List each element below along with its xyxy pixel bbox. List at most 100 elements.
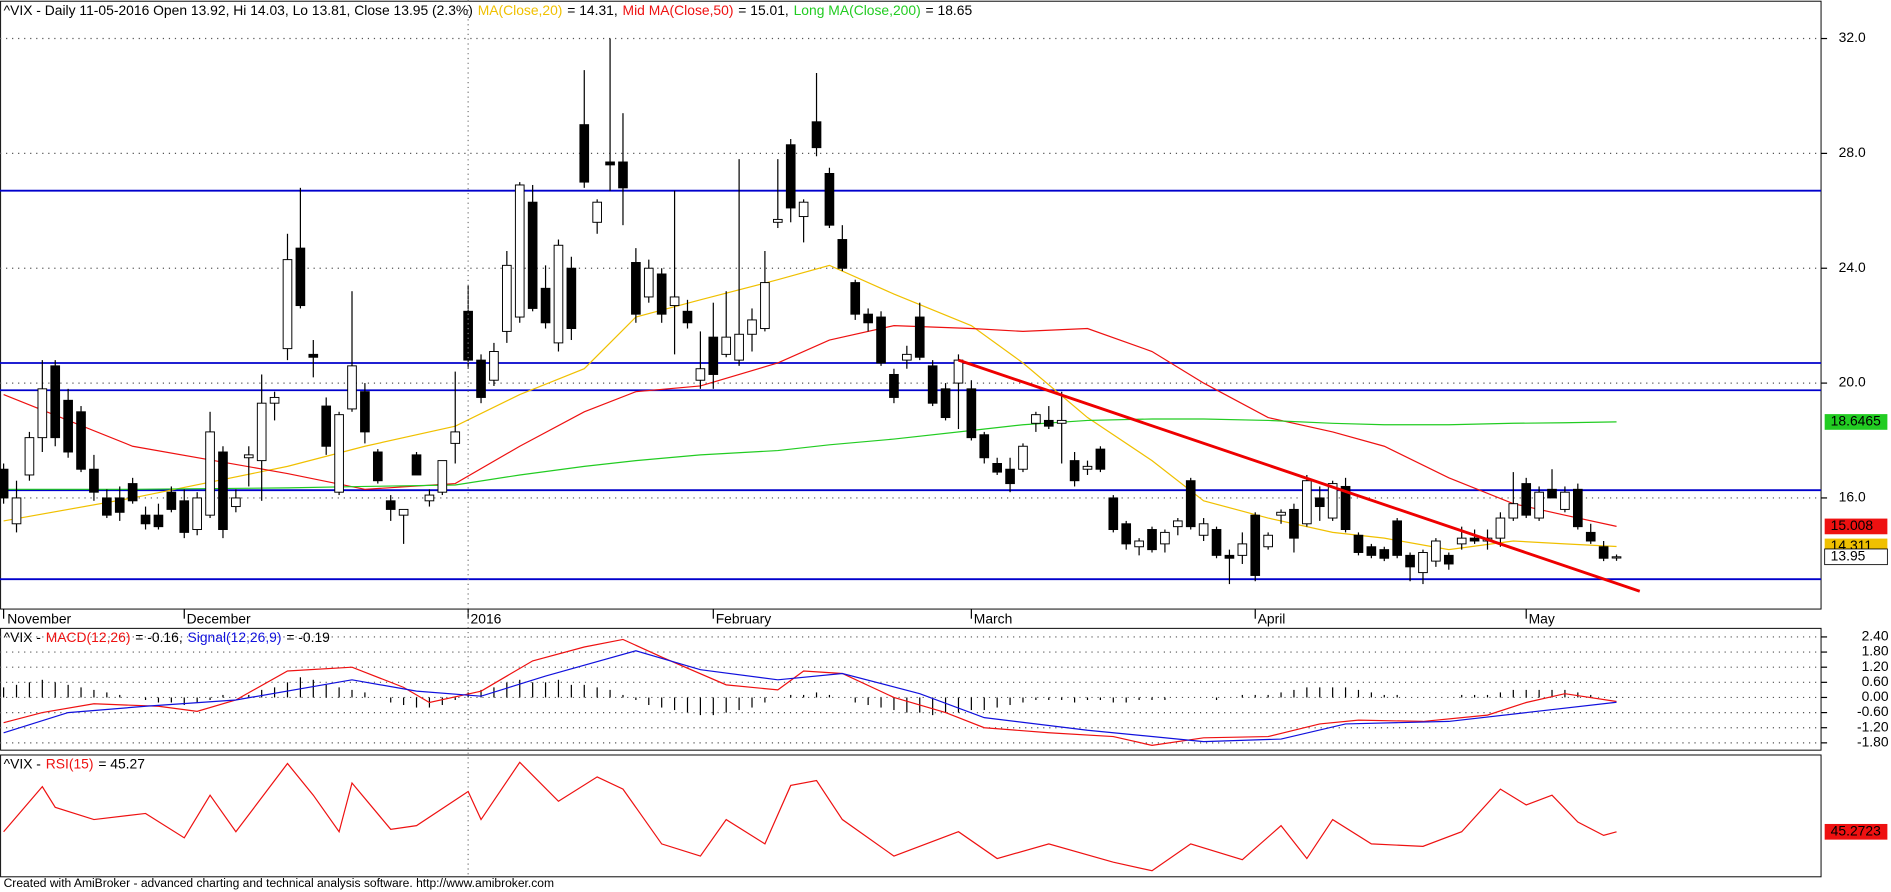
candle-body	[785, 144, 796, 209]
indicator-line	[3, 761, 1617, 872]
value-box	[1824, 823, 1888, 840]
candle-body	[269, 396, 280, 404]
candle-body	[837, 239, 848, 269]
candle-body	[747, 319, 757, 335]
candle-body	[940, 388, 951, 419]
title-part: Long MA(Close,200)	[794, 2, 921, 18]
candle-body	[669, 296, 680, 307]
candle-body	[489, 351, 499, 381]
candle-body	[127, 483, 138, 502]
candle-body	[811, 121, 822, 149]
candle-body	[63, 399, 73, 453]
candle-body	[1534, 491, 1544, 519]
candle-body	[592, 201, 602, 223]
value-box-label: 45.2723	[1831, 822, 1881, 838]
candle-body	[734, 333, 744, 361]
y-tick-label: -1.80	[1857, 734, 1889, 750]
title-part: = -0.16,	[135, 629, 182, 645]
candle-body	[1314, 497, 1325, 508]
candle-body	[682, 310, 693, 324]
candle-body	[1043, 419, 1054, 427]
candle-body	[540, 287, 551, 324]
title-part: ^VIX - Daily 11-05-2016 Open 13.92, Hi 1…	[4, 2, 473, 18]
candle-body	[102, 497, 112, 516]
pane-title: ^VIX - MACD(12,26) = -0.16, Signal(12,26,9)…	[4, 629, 331, 645]
y-tick-label: 32.0	[1839, 29, 1866, 45]
y-tick-label: 1.20	[1862, 658, 1889, 674]
candle-body	[1031, 414, 1041, 424]
candle-body	[579, 124, 590, 183]
x-tick-label: December	[187, 611, 251, 627]
candle-body	[966, 388, 977, 439]
candle-body	[514, 184, 525, 318]
title-part: MA(Close,20)	[478, 2, 563, 18]
title-part: MACD(12,26)	[46, 629, 131, 645]
candle-body	[50, 365, 61, 439]
candle-body	[1379, 549, 1390, 559]
pane-title: ^VIX - RSI(15) = 45.27	[4, 755, 146, 771]
candle-body	[721, 336, 732, 355]
y-tick-label: -0.60	[1857, 703, 1889, 719]
candle-body	[424, 494, 435, 502]
candle-body	[1276, 511, 1286, 516]
candle-body	[1327, 483, 1338, 519]
pane-frame	[0, 754, 1822, 878]
candle-body	[166, 491, 177, 510]
candle-body	[1340, 485, 1351, 531]
title-part: Mid MA(Close,50)	[623, 2, 734, 18]
pane-title: ^VIX - Daily 11-05-2016 Open 13.92, Hi 1…	[4, 2, 973, 18]
candle-body	[89, 468, 99, 493]
candle-body	[1508, 503, 1519, 519]
candle-body	[1095, 448, 1106, 470]
value-box	[1824, 414, 1888, 430]
x-tick-label: March	[974, 611, 1013, 627]
pane-frame	[0, 627, 1822, 751]
candle-body	[256, 402, 267, 462]
candle-body	[1056, 419, 1067, 424]
candle-body	[553, 244, 564, 344]
title-part: = 18.65	[926, 2, 973, 18]
y-tick-label: 28.0	[1839, 144, 1866, 160]
value-box-label: 15.008	[1831, 517, 1874, 533]
y-tick-label: 24.0	[1839, 259, 1866, 275]
candle-body	[450, 431, 461, 444]
value-box	[1824, 518, 1888, 535]
title-part: ^VIX -	[4, 755, 41, 771]
candle-body	[876, 316, 886, 364]
candle-body	[140, 514, 151, 525]
candle-body	[1392, 520, 1403, 556]
candle-body	[334, 414, 344, 493]
candle-body	[1405, 554, 1415, 568]
candle-body	[824, 173, 835, 226]
y-tick-label: 0.60	[1862, 673, 1889, 689]
candle-body	[1598, 546, 1609, 559]
candle-body	[1211, 529, 1222, 556]
candle-body	[1560, 491, 1570, 510]
candle-body	[760, 282, 770, 330]
candle-body	[1418, 552, 1428, 574]
candle-body	[708, 336, 719, 375]
candle-body	[502, 264, 512, 332]
candle-body	[347, 365, 357, 410]
y-tick-label: -1.20	[1857, 718, 1889, 734]
candle-body	[1547, 488, 1557, 499]
candle-body	[656, 273, 667, 315]
candle-body	[1572, 488, 1583, 528]
candle-body	[437, 460, 448, 493]
candle-body	[24, 437, 35, 476]
candle-body	[218, 451, 228, 531]
candle-body	[1585, 531, 1596, 542]
candle-body	[308, 353, 319, 358]
candle-body	[695, 368, 706, 381]
candle-body	[527, 201, 538, 309]
candle-body	[1495, 517, 1506, 539]
candle-body	[360, 391, 370, 433]
candle-body	[295, 247, 306, 307]
candle-body	[1018, 445, 1028, 470]
candle-body	[953, 359, 964, 384]
candle-body	[979, 434, 990, 459]
x-tick-label: April	[1258, 611, 1286, 627]
candle-body	[11, 497, 22, 525]
y-tick-label: 0.00	[1862, 688, 1889, 704]
